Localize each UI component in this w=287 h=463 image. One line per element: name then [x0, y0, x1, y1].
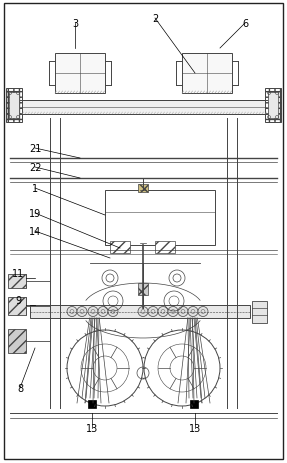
Text: 14: 14 — [29, 226, 41, 237]
Circle shape — [98, 307, 108, 317]
Bar — [55, 54, 105, 94]
Bar — [182, 54, 232, 94]
Bar — [8, 297, 26, 315]
Bar — [30, 305, 250, 319]
Circle shape — [77, 307, 87, 317]
Bar — [138, 283, 148, 295]
Bar — [105, 191, 215, 245]
Text: 22: 22 — [29, 163, 41, 173]
Circle shape — [198, 307, 208, 317]
Circle shape — [67, 307, 77, 317]
Circle shape — [88, 307, 98, 317]
Bar — [190, 400, 198, 408]
Bar — [8, 275, 26, 288]
Bar — [265, 89, 281, 123]
Text: 9: 9 — [15, 295, 21, 305]
Bar — [252, 301, 267, 323]
Circle shape — [178, 307, 188, 317]
Bar — [155, 242, 175, 253]
Circle shape — [158, 307, 168, 317]
Text: 11: 11 — [12, 269, 24, 278]
Text: 8: 8 — [17, 383, 23, 393]
Bar — [9, 93, 19, 119]
Text: 13: 13 — [189, 423, 201, 433]
Bar — [110, 242, 130, 253]
Text: 6: 6 — [242, 19, 248, 29]
Circle shape — [108, 307, 118, 317]
Text: 21: 21 — [29, 144, 41, 154]
Circle shape — [148, 307, 158, 317]
Circle shape — [138, 307, 148, 317]
Text: 19: 19 — [29, 208, 41, 219]
Bar — [88, 400, 96, 408]
Text: 2: 2 — [152, 14, 158, 24]
Circle shape — [188, 307, 198, 317]
Bar — [6, 89, 22, 123]
Text: 1: 1 — [32, 184, 38, 194]
Bar — [8, 329, 26, 353]
Circle shape — [168, 307, 178, 317]
Text: 13: 13 — [86, 423, 98, 433]
Bar — [20, 101, 267, 115]
Text: 3: 3 — [72, 19, 78, 29]
Bar — [138, 185, 148, 193]
Bar — [268, 93, 278, 119]
